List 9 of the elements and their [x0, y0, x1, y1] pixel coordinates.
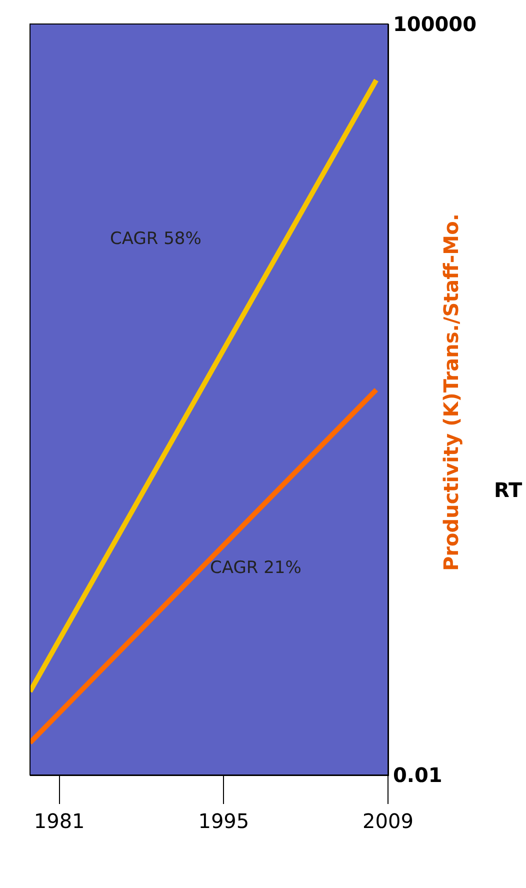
- y-tick-label: 100000: [393, 12, 476, 36]
- annotation: CAGR 21%: [210, 558, 302, 578]
- text: RT: [494, 478, 522, 502]
- y-axis-title: Productivity (K)Trans./Staff-Mo.: [438, 214, 463, 571]
- x-tick-label: 1995: [198, 809, 250, 833]
- y-tick-label: 0.01: [393, 763, 442, 787]
- annotation: CAGR 58%: [110, 229, 202, 249]
- x-tick-label: 2009: [362, 809, 414, 833]
- x-tick-label: 1981: [34, 809, 85, 833]
